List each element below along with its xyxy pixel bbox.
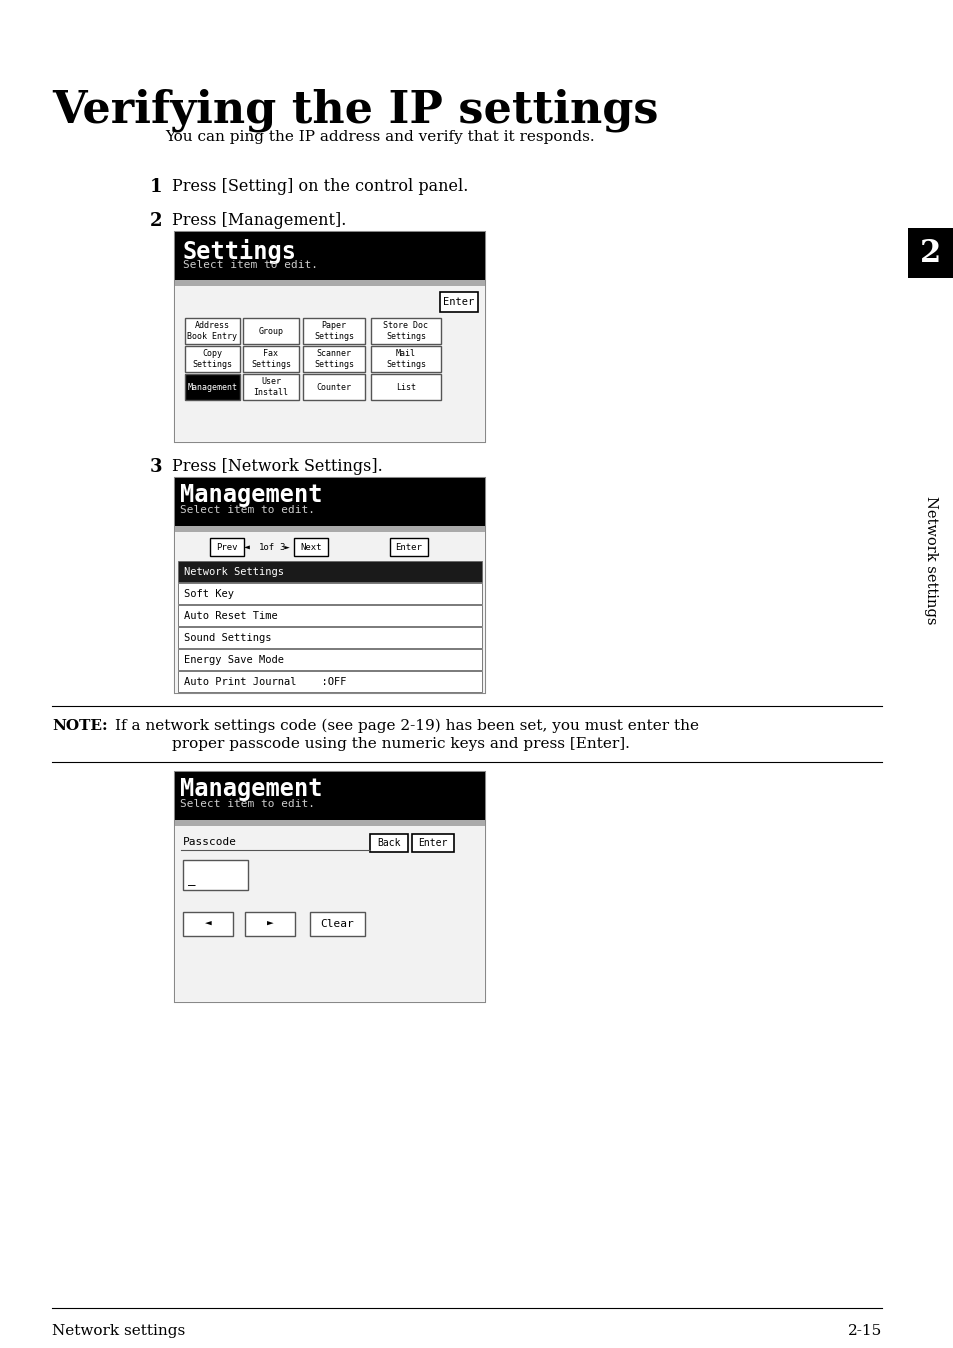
Bar	[178, 627, 481, 648]
Text: You can ping the IP address and verify that it responds.: You can ping the IP address and verify t…	[165, 129, 594, 144]
Text: _: _	[188, 874, 195, 887]
Text: Paper
Settings: Paper Settings	[314, 321, 354, 341]
Text: Next: Next	[300, 542, 321, 551]
Bar	[174, 280, 484, 286]
Text: proper passcode using the numeric keys and press [Enter].: proper passcode using the numeric keys a…	[172, 737, 629, 751]
Bar	[174, 286, 484, 442]
Text: Sound Settings: Sound Settings	[184, 634, 272, 643]
Text: Store Doc
Settings: Store Doc Settings	[383, 321, 428, 341]
Bar	[303, 318, 365, 344]
Bar	[310, 913, 365, 936]
Text: Scanner
Settings: Scanner Settings	[314, 349, 354, 369]
Text: Press [Management].: Press [Management].	[172, 212, 346, 229]
Text: 1: 1	[150, 178, 162, 195]
Bar	[439, 293, 477, 311]
Text: Clear: Clear	[320, 919, 354, 929]
Text: 3►: 3►	[278, 542, 290, 551]
Bar	[174, 772, 484, 820]
Text: If a network settings code (see page 2-19) has been set, you must enter the: If a network settings code (see page 2-1…	[115, 718, 699, 733]
Bar	[174, 532, 484, 693]
Text: ◄: ◄	[204, 919, 212, 929]
Bar	[183, 913, 233, 936]
Bar	[174, 820, 484, 826]
Text: Auto Reset Time: Auto Reset Time	[184, 611, 277, 621]
Text: Address
Book Entry: Address Book Entry	[188, 321, 237, 341]
Text: Settings: Settings	[183, 239, 296, 264]
Bar	[371, 318, 440, 344]
Text: Group: Group	[258, 326, 283, 336]
Text: Passcode: Passcode	[183, 837, 236, 847]
Bar	[303, 346, 365, 372]
Text: Select item to edit.: Select item to edit.	[180, 506, 314, 515]
Text: Management: Management	[180, 483, 322, 507]
Bar	[412, 834, 454, 852]
Bar	[371, 373, 440, 400]
Bar	[178, 561, 481, 582]
Text: Auto Print Journal    :OFF: Auto Print Journal :OFF	[184, 677, 346, 687]
Text: Counter: Counter	[316, 383, 351, 391]
Bar	[174, 826, 484, 1002]
Bar	[178, 671, 481, 692]
Bar	[178, 582, 481, 604]
Bar	[303, 373, 365, 400]
Bar	[174, 232, 484, 442]
Text: Enter: Enter	[395, 542, 422, 551]
Text: Back: Back	[376, 838, 400, 848]
Bar	[371, 346, 440, 372]
Bar	[243, 346, 298, 372]
Text: Copy
Settings: Copy Settings	[193, 349, 233, 369]
Text: Soft Key: Soft Key	[184, 589, 233, 599]
Bar	[185, 373, 240, 400]
Bar	[370, 834, 408, 852]
Bar	[243, 318, 298, 344]
Text: Mail
Settings: Mail Settings	[386, 349, 426, 369]
Text: 2: 2	[150, 212, 162, 231]
Bar	[210, 538, 244, 555]
Text: Network Settings: Network Settings	[184, 568, 284, 577]
Bar	[174, 479, 484, 693]
Bar	[174, 772, 484, 1002]
Text: Enter: Enter	[443, 297, 475, 307]
Text: Press [Network Settings].: Press [Network Settings].	[172, 458, 382, 474]
Bar	[390, 538, 428, 555]
Bar	[243, 373, 298, 400]
Bar	[245, 913, 294, 936]
Text: Network settings: Network settings	[923, 496, 937, 624]
Text: Prev: Prev	[216, 542, 237, 551]
Text: 2: 2	[920, 237, 941, 268]
Text: NOTE:: NOTE:	[52, 718, 108, 733]
Bar	[178, 648, 481, 670]
Text: ◄: ◄	[244, 542, 250, 551]
Bar	[185, 318, 240, 344]
Text: Verifying the IP settings: Verifying the IP settings	[52, 88, 658, 132]
Bar	[174, 232, 484, 280]
Text: Fax
Settings: Fax Settings	[251, 349, 291, 369]
Text: 2-15: 2-15	[847, 1324, 882, 1339]
Bar	[907, 228, 953, 278]
Text: 3: 3	[150, 458, 162, 476]
Text: Press [Setting] on the control panel.: Press [Setting] on the control panel.	[172, 178, 468, 195]
Bar	[178, 605, 481, 625]
Text: User
Install: User Install	[253, 377, 288, 396]
Bar	[174, 479, 484, 526]
Text: Enter: Enter	[417, 838, 447, 848]
Bar	[183, 860, 248, 890]
Text: Management: Management	[180, 776, 322, 801]
Text: ►: ►	[266, 919, 274, 929]
Text: 1of: 1of	[258, 542, 274, 551]
Text: Select item to edit.: Select item to edit.	[183, 260, 317, 270]
Text: Network settings: Network settings	[52, 1324, 185, 1339]
Text: List: List	[395, 383, 416, 391]
Text: Management: Management	[188, 383, 237, 391]
Bar	[294, 538, 328, 555]
Bar	[174, 526, 484, 532]
Text: Energy Save Mode: Energy Save Mode	[184, 655, 284, 665]
Bar	[185, 346, 240, 372]
Text: Select item to edit.: Select item to edit.	[180, 799, 314, 809]
